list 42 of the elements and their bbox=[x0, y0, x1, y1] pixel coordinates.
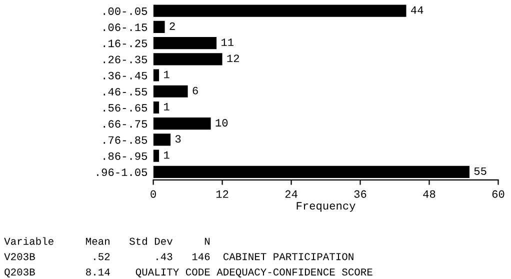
y-tick-label: .06-.15 bbox=[104, 24, 148, 32]
text: Variable Mean Std Dev N bbox=[4, 237, 210, 245]
y-tick-label: .76-.85 bbox=[104, 136, 148, 144]
data-label: 3 bbox=[175, 135, 181, 143]
data-label: 1 bbox=[164, 151, 170, 159]
y-tick-label: .26-.35 bbox=[104, 56, 148, 64]
y-tick-label: .96-1.05 bbox=[97, 168, 148, 176]
y-tick-label: .36-.45 bbox=[104, 72, 148, 80]
bar bbox=[153, 53, 222, 66]
bar bbox=[153, 150, 160, 162]
data-label: 2 bbox=[170, 22, 175, 30]
text: V203B .52 .43 146 CABINET PARTICIPATION bbox=[4, 253, 354, 260]
y-tick-label: .16-.25 bbox=[104, 40, 148, 48]
data-label: 1 bbox=[164, 103, 170, 110]
x-tick-label: 60 bbox=[492, 190, 504, 198]
data-label: 10 bbox=[216, 119, 228, 127]
y-tick-label: .00-.05 bbox=[104, 7, 148, 15]
data-label: 12 bbox=[227, 54, 239, 62]
text: Q203B 8.14 QUALITY CODE ADEQUACY-CONFIDENCE SCORE bbox=[4, 268, 372, 278]
x-tick-label: 24 bbox=[285, 190, 298, 198]
data-label: 1 bbox=[164, 70, 170, 78]
bar bbox=[153, 37, 217, 50]
data-label: 55 bbox=[474, 167, 486, 175]
bar bbox=[153, 4, 406, 17]
bar bbox=[153, 69, 160, 82]
x-tick-label: 36 bbox=[354, 190, 366, 198]
x-tick-label: 12 bbox=[216, 190, 228, 198]
bar bbox=[153, 85, 188, 98]
bar bbox=[153, 134, 171, 146]
x-tick-label: 0 bbox=[150, 190, 156, 198]
data-label: 44 bbox=[410, 6, 424, 14]
y-tick-label: .46-.55 bbox=[104, 88, 148, 96]
y-tick-label: .66-.75 bbox=[104, 120, 148, 128]
x-tick-label: 48 bbox=[423, 190, 436, 198]
x-axis-title: Frequency bbox=[296, 202, 356, 212]
y-tick-label: .56-.65 bbox=[104, 104, 148, 112]
bar bbox=[153, 20, 165, 33]
data-label: 11 bbox=[222, 38, 234, 46]
bar bbox=[153, 101, 160, 114]
data-label: 6 bbox=[192, 86, 198, 94]
bar bbox=[153, 118, 211, 130]
y-tick-label: .86-.95 bbox=[104, 152, 148, 160]
